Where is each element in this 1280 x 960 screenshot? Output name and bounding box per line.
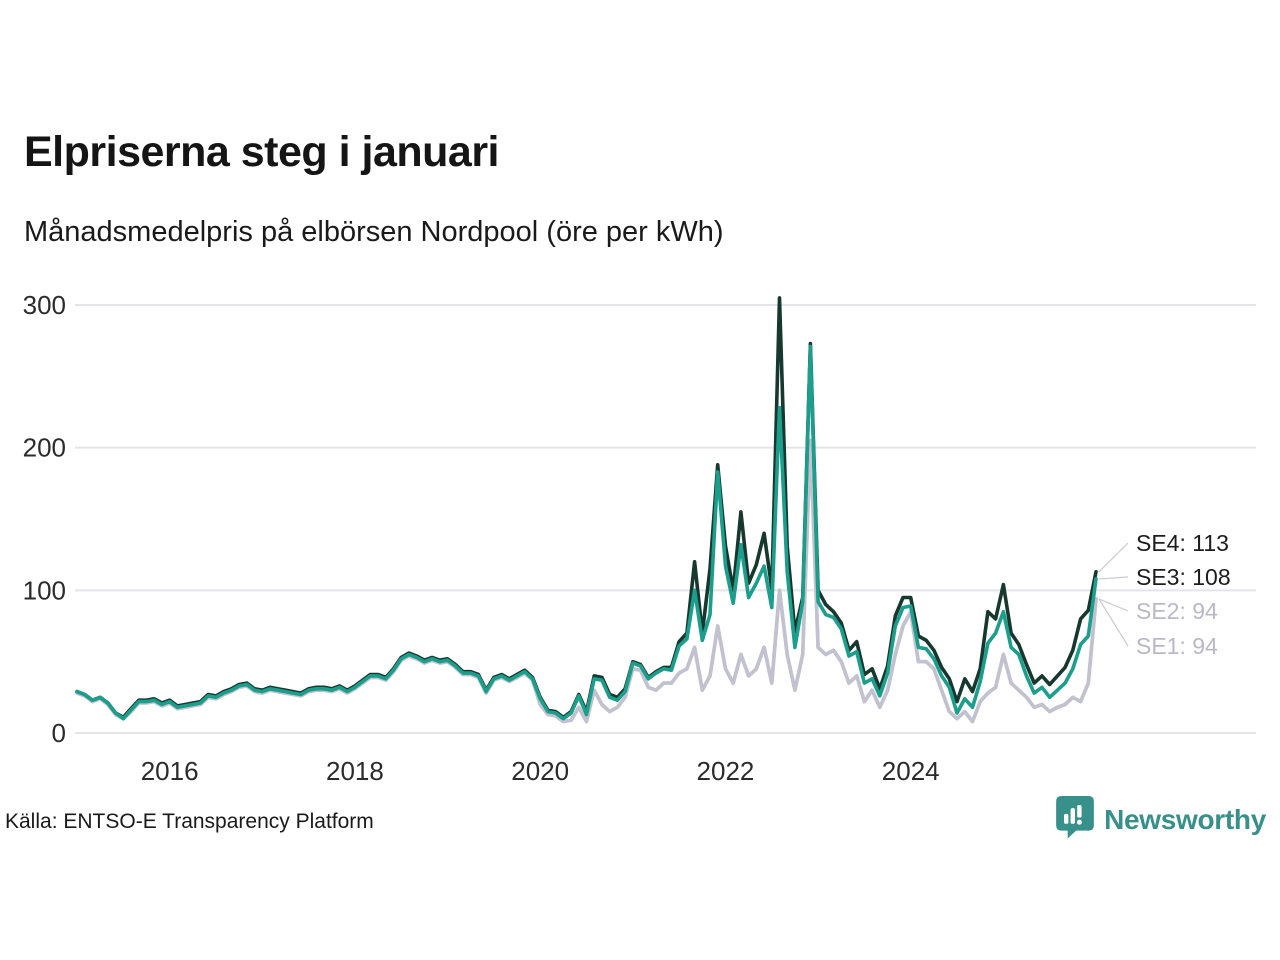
y-tick-200: 200	[23, 433, 66, 463]
series-SE4-line	[75, 296, 1098, 720]
leader-line-SE3	[1098, 576, 1129, 580]
y-tick-300: 300	[23, 290, 66, 320]
page-title: Elpriserna steg i januari	[24, 128, 500, 176]
newsworthy-wordmark: Newsworthy	[1104, 803, 1266, 835]
x-tick-2024: 2024	[882, 756, 940, 786]
x-tick-2020: 2020	[511, 756, 569, 786]
source-note: Källa: ENTSO-E Transparency Platform	[5, 810, 374, 833]
chart-subtitle: Månadsmedelpris på elbörsen Nordpool (ör…	[24, 216, 724, 248]
end-label-SE1: SE1: 94	[1136, 633, 1218, 659]
leader-line-SE1	[1098, 598, 1129, 647]
newsworthy-bubble-chart-icon	[1055, 795, 1095, 844]
series-SE3-line	[75, 344, 1098, 721]
leader-line-SE4	[1098, 542, 1129, 573]
leader-line-SE2	[1098, 598, 1129, 612]
y-tick-0: 0	[52, 718, 66, 748]
x-tick-2016: 2016	[141, 756, 199, 786]
y-tick-100: 100	[23, 575, 66, 605]
end-label-SE2: SE2: 94	[1136, 598, 1218, 624]
x-tick-2022: 2022	[697, 756, 755, 786]
newsworthy-logo: Newsworthy	[1055, 795, 1266, 844]
end-label-SE4: SE4: 113	[1136, 530, 1229, 556]
end-label-SE3: SE3: 108	[1136, 564, 1231, 590]
x-tick-2018: 2018	[326, 756, 384, 786]
